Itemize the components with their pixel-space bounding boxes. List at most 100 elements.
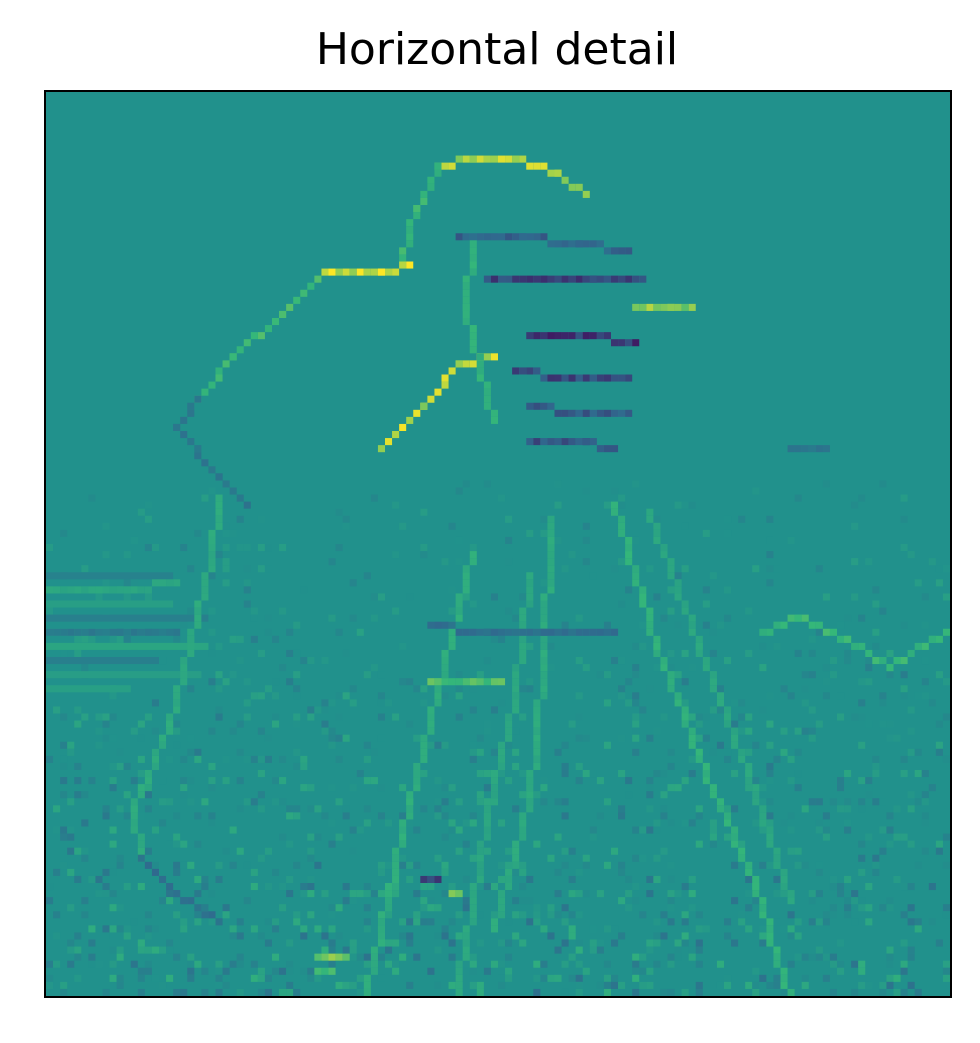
stroke-pixel: [582, 275, 590, 283]
stroke-pixel: [766, 939, 774, 947]
stroke-pixel: [773, 847, 781, 855]
noise-pixel: [356, 953, 364, 961]
noise-pixel: [180, 544, 188, 552]
stroke-pixel: [702, 657, 710, 665]
stroke-pixel: [533, 699, 541, 707]
noise-pixel: [300, 883, 308, 891]
stroke-pixel: [928, 635, 936, 643]
noise-pixel: [279, 967, 287, 975]
noise-pixel: [879, 847, 887, 855]
noise-pixel: [815, 868, 823, 876]
stroke-pixel: [561, 438, 569, 446]
noise-pixel: [462, 875, 470, 883]
stroke-pixel: [483, 388, 491, 396]
stroke-pixel: [180, 416, 188, 424]
noise-pixel: [349, 953, 357, 961]
stroke-pixel: [547, 169, 555, 177]
stroke-tripod-left-inner: [455, 572, 534, 996]
noise-pixel: [632, 960, 640, 968]
noise-pixel: [342, 649, 350, 657]
noise-pixel: [667, 586, 675, 594]
stroke-pixel: [512, 233, 520, 241]
stroke-pixel: [109, 586, 117, 594]
noise-pixel: [363, 883, 371, 891]
noise-pixel: [144, 805, 152, 813]
noise-pixel: [123, 551, 131, 559]
noise-pixel: [448, 953, 456, 961]
stroke-pixel: [773, 861, 781, 869]
noise-pixel: [264, 755, 272, 763]
stroke-pixel: [688, 734, 696, 742]
stroke-pixel: [575, 183, 583, 191]
noise-pixel: [406, 819, 414, 827]
noise-pixel: [67, 741, 75, 749]
noise-pixel: [837, 784, 845, 792]
stroke-pixel: [130, 812, 138, 820]
noise-pixel: [695, 734, 703, 742]
noise-pixel: [745, 875, 753, 883]
noise-pixel: [434, 946, 442, 954]
stroke-pixel: [547, 522, 555, 530]
noise-pixel: [582, 558, 590, 566]
noise-pixel: [483, 847, 491, 855]
noise-pixel: [625, 678, 633, 686]
noise-pixel: [377, 868, 385, 876]
noise-pixel: [759, 925, 767, 933]
noise-pixel: [632, 720, 640, 728]
noise-pixel: [236, 748, 244, 756]
noise-pixel: [625, 791, 633, 799]
noise-pixel: [498, 770, 506, 778]
stroke-pixel: [448, 162, 456, 170]
stroke-pixel: [180, 678, 188, 686]
noise-pixel: [392, 713, 400, 721]
stroke-pixel: [173, 685, 181, 693]
noise-pixel: [611, 939, 619, 947]
noise-pixel: [681, 883, 689, 891]
noise-pixel: [208, 819, 216, 827]
stroke-pixel: [533, 720, 541, 728]
noise-pixel: [109, 734, 117, 742]
noise-pixel: [116, 762, 124, 770]
stroke-pixel: [540, 332, 548, 340]
noise-pixel: [370, 494, 378, 502]
stroke-pixel: [653, 522, 661, 530]
noise-pixel: [349, 699, 357, 707]
stroke-pixel: [130, 586, 138, 594]
stroke-pixel: [646, 621, 654, 629]
noise-pixel: [660, 847, 668, 855]
noise-pixel: [370, 890, 378, 898]
noise-pixel: [490, 883, 498, 891]
stroke-pixel: [130, 798, 138, 806]
noise-pixel: [935, 741, 943, 749]
stroke-pixel: [498, 233, 506, 241]
noise-pixel: [413, 890, 421, 898]
stroke-pixel: [568, 628, 576, 636]
noise-pixel: [349, 939, 357, 947]
noise-pixel: [653, 932, 661, 940]
noise-pixel: [575, 614, 583, 622]
noise-pixel: [286, 875, 294, 883]
stroke-pixel: [547, 579, 555, 587]
noise-pixel: [611, 925, 619, 933]
noise-pixel: [851, 558, 859, 566]
noise-pixel: [377, 734, 385, 742]
noise-pixel: [328, 925, 336, 933]
noise-pixel: [526, 685, 534, 693]
noise-pixel: [575, 974, 583, 982]
noise-pixel: [801, 671, 809, 679]
stroke-pixel: [533, 748, 541, 756]
noise-pixel: [370, 614, 378, 622]
noise-pixel: [688, 664, 696, 672]
noise-pixel: [314, 805, 322, 813]
noise-pixel: [886, 812, 894, 820]
stroke-pixel: [603, 332, 611, 340]
stroke-pixel: [406, 219, 414, 227]
noise-pixel: [469, 812, 477, 820]
noise-pixel: [773, 875, 781, 883]
noise-pixel: [512, 868, 520, 876]
noise-pixel: [300, 755, 308, 763]
noise-pixel: [286, 967, 294, 975]
noise-pixel: [766, 536, 774, 544]
noise-pixel: [81, 911, 89, 919]
noise-pixel: [208, 918, 216, 926]
